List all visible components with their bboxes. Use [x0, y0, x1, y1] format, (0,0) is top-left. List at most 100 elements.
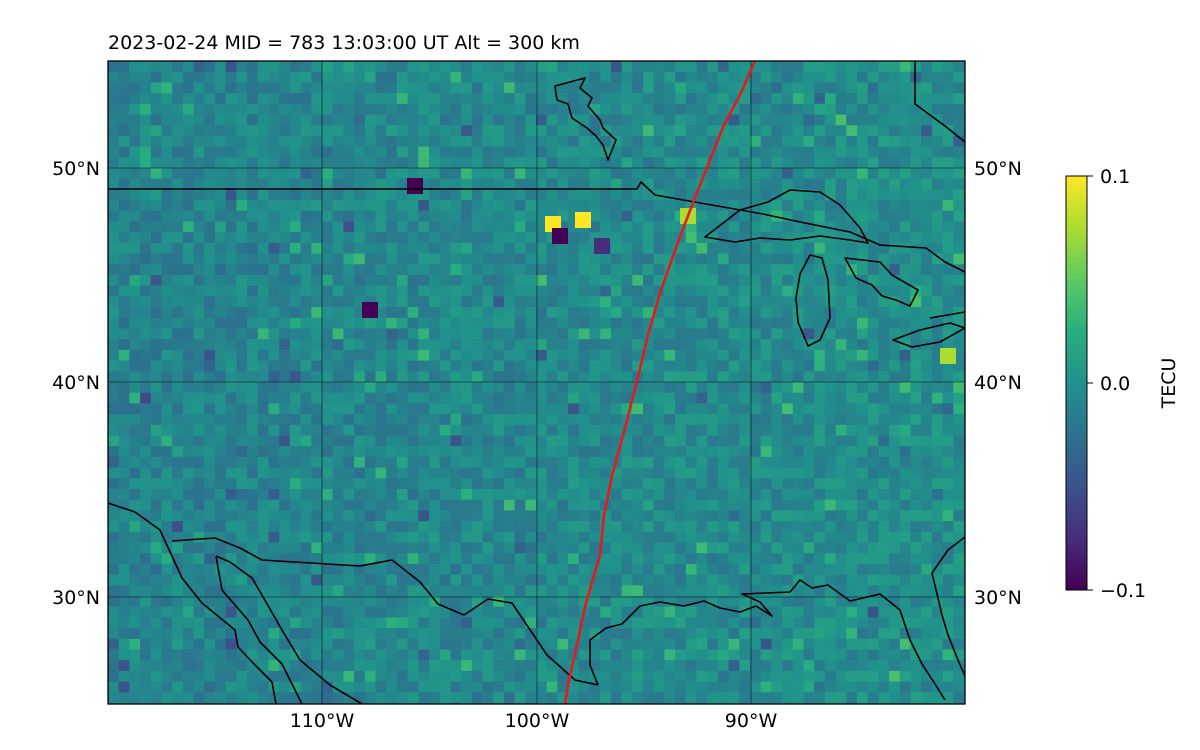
tec-cell [257, 649, 270, 661]
tec-cell [578, 628, 591, 640]
tec-cell [354, 339, 366, 351]
tec-cell [215, 628, 227, 640]
tec-cell [621, 168, 633, 180]
tec-cell [536, 692, 548, 704]
tec-cell [621, 253, 633, 265]
tec-cell [568, 307, 580, 319]
tec-cell [236, 349, 248, 362]
tec-cell [632, 628, 644, 640]
tec-cell [589, 467, 601, 479]
tec-cell [610, 146, 623, 158]
tec-cell [364, 189, 377, 201]
tec-cell [439, 392, 451, 404]
tec-cell [760, 285, 772, 297]
tec-cell [108, 670, 120, 683]
tec-cell [311, 189, 323, 201]
tec-cell [685, 606, 698, 618]
tec-cell [717, 585, 730, 597]
tec-cell [172, 275, 184, 287]
tec-cell [717, 424, 730, 437]
tec-cell [322, 456, 334, 469]
tec-cell [108, 521, 120, 533]
tec-cell [407, 200, 419, 212]
tec-cell [182, 649, 195, 661]
tec-cell [215, 307, 227, 319]
tec-cell [118, 585, 130, 597]
tec-cell [311, 103, 323, 116]
tec-cell [921, 103, 933, 116]
tec-cell [814, 114, 826, 126]
tec-cell [525, 210, 537, 223]
tec-cell [375, 146, 387, 158]
tec-cell [311, 349, 323, 362]
tec-cell [760, 371, 772, 383]
tec-cell [536, 168, 548, 180]
tec-cell [225, 638, 237, 651]
tec-cell [921, 264, 933, 276]
tec-cell [129, 424, 141, 437]
tec-cell [236, 71, 248, 83]
tec-cell [343, 317, 355, 330]
tec-cell [429, 446, 441, 458]
tec-cell [760, 489, 772, 501]
tec-cell [792, 360, 805, 372]
tec-cell [118, 703, 130, 704]
tec-cell [589, 253, 601, 265]
tec-cell [332, 296, 344, 308]
tec-cell [760, 649, 772, 661]
tec-cell [814, 692, 826, 704]
tec-cell [396, 371, 409, 383]
tec-cell [717, 456, 730, 469]
tec-cell [322, 638, 334, 651]
tec-cell [546, 178, 558, 190]
tec-cell [675, 242, 687, 255]
tec-cell [953, 585, 965, 597]
tec-cell [332, 499, 344, 511]
tec-cell [471, 392, 484, 404]
tec-cell [129, 61, 141, 73]
tec-cell [236, 596, 248, 608]
tec-cell [867, 135, 879, 148]
tec-cell [279, 585, 291, 597]
tec-cell [129, 478, 141, 490]
tec-cell [172, 168, 184, 180]
tec-cell [193, 681, 205, 693]
tec-cell [215, 157, 227, 169]
tec-cell [910, 349, 922, 362]
tec-cell [675, 531, 687, 544]
tec-cell [172, 349, 184, 362]
tec-cell [461, 563, 473, 576]
tec-cell [621, 71, 633, 83]
tec-cell [696, 563, 708, 576]
tec-cell [760, 103, 772, 116]
tec-cell [204, 521, 216, 533]
tec-cell [910, 403, 922, 415]
tec-cell [589, 157, 601, 169]
tec-cell [578, 253, 591, 265]
tec-cell [236, 114, 248, 126]
tec-cell [514, 681, 526, 693]
tec-cell [354, 542, 366, 554]
tec-cell [407, 275, 419, 287]
tec-cell [343, 200, 355, 212]
tec-cell [386, 114, 398, 126]
tec-cell [568, 574, 580, 586]
tec-cell [172, 61, 184, 73]
tec-cell [696, 61, 708, 73]
tec-cell [557, 414, 569, 426]
tec-cell [910, 317, 922, 330]
tec-cell [696, 499, 708, 511]
tec-cell [621, 521, 633, 533]
tec-cell [953, 242, 965, 255]
tec-cell [215, 499, 227, 511]
tec-cell [311, 435, 323, 447]
tec-cell [332, 414, 344, 426]
tec-cell [632, 456, 644, 469]
tec-cell [225, 606, 237, 618]
tec-cell [739, 628, 751, 640]
tec-cell [728, 521, 740, 533]
lon-labels-bottom: 110°W 100°W 90°W [290, 710, 778, 732]
tec-cell [322, 168, 334, 180]
tec-cell [161, 435, 173, 447]
tec-cell [814, 553, 826, 565]
